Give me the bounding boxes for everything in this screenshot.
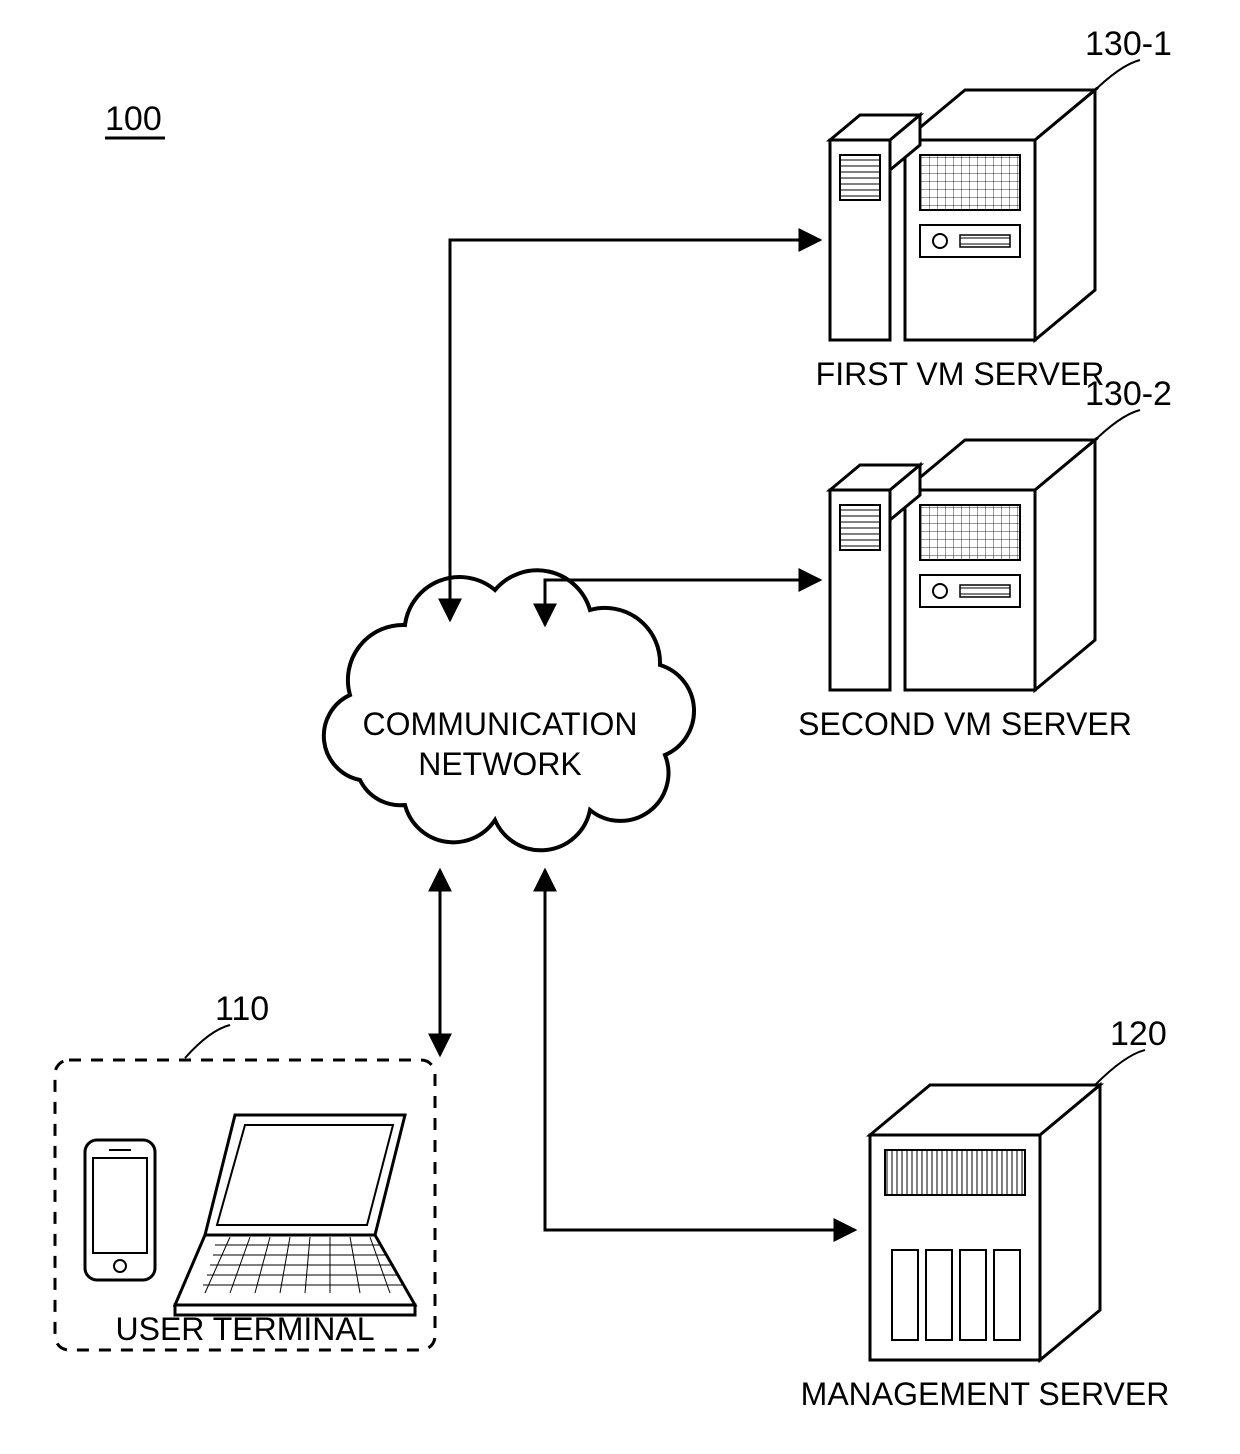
user-terminal: USER TERMINAL 110 [55, 990, 435, 1350]
management-server: MANAGEMENT SERVER 120 [801, 1015, 1170, 1412]
management-server-ref: 120 [1110, 1015, 1167, 1053]
figure-ref: 100 [105, 100, 162, 138]
edge-cloud-first-vm [450, 240, 820, 620]
first-vm-server: FIRST VM SERVER 130-1 [816, 25, 1172, 392]
management-server-label: MANAGEMENT SERVER [801, 1376, 1170, 1412]
edge-cloud-management [545, 870, 855, 1230]
smartphone-icon [85, 1140, 155, 1280]
cloud-label-line2: NETWORK [418, 746, 582, 782]
cloud-label-line1: COMMUNICATION [363, 706, 638, 742]
first-vm-server-label: FIRST VM SERVER [816, 356, 1105, 392]
first-vm-server-ref: 130-1 [1085, 25, 1172, 63]
cloud-communication-network: COMMUNICATION NETWORK [324, 570, 694, 850]
user-terminal-label: USER TERMINAL [115, 1311, 374, 1347]
user-terminal-ref: 110 [215, 990, 269, 1028]
second-vm-server-ref: 130-2 [1085, 375, 1172, 413]
second-vm-server-label: SECOND VM SERVER [798, 706, 1132, 742]
second-vm-server: SECOND VM SERVER 130-2 [798, 375, 1172, 742]
laptop-icon [175, 1115, 415, 1315]
diagram-canvas: 100 COMMUNICATION NETWORK [0, 0, 1240, 1454]
